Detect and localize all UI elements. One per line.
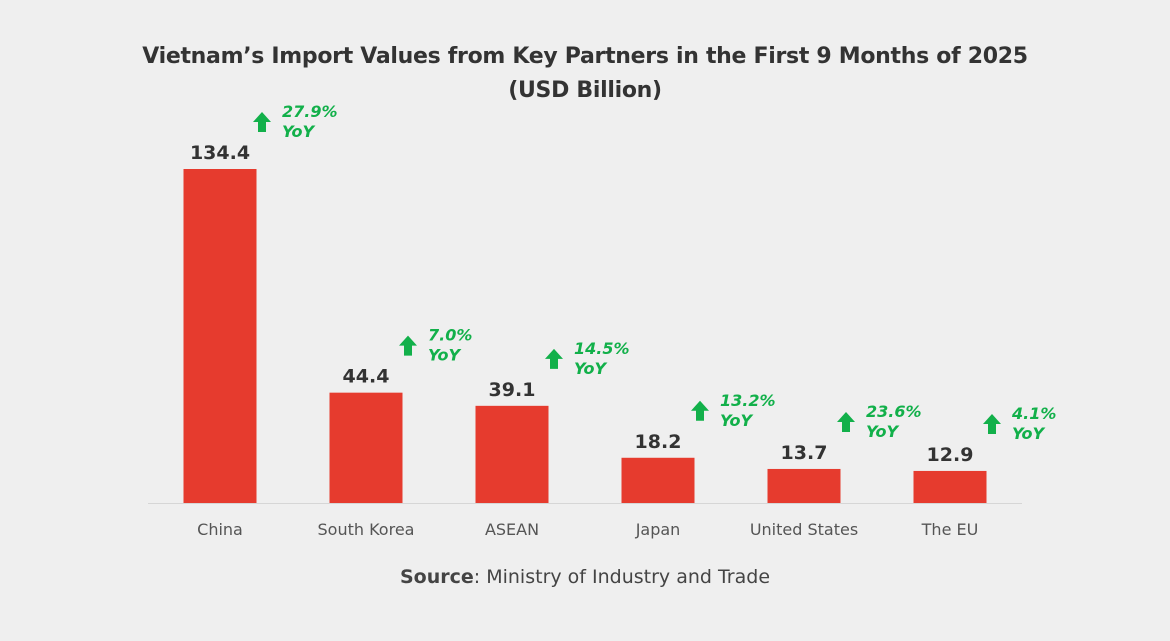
arrow-up-icon	[253, 112, 271, 132]
yoy-percent: 13.2%	[720, 391, 776, 410]
category-label: China	[197, 520, 243, 539]
bar-south-korea	[329, 392, 403, 503]
yoy-percent: 4.1%	[1011, 404, 1056, 423]
value-label: 44.4	[343, 366, 390, 388]
yoy-percent: 27.9%	[282, 102, 338, 121]
category-label: South Korea	[318, 520, 415, 539]
category-label: Japan	[635, 520, 681, 539]
chart-title-line1: Vietnam’s Import Values from Key Partner…	[142, 44, 1028, 69]
bar-the-eu	[913, 470, 987, 503]
yoy-suffix: YoY	[866, 422, 900, 441]
bar-japan	[621, 457, 695, 503]
arrow-up-icon	[983, 413, 1001, 434]
source-note: Source: Ministry of Industry and Trade	[0, 566, 1170, 588]
value-label: 13.7	[781, 442, 828, 464]
yoy-suffix: YoY	[574, 359, 608, 378]
category-label: The EU	[921, 520, 979, 539]
value-label: 134.4	[190, 142, 250, 164]
yoy-percent: 14.5%	[574, 339, 630, 358]
value-label: 18.2	[635, 431, 682, 453]
source-label: Source	[399, 566, 474, 588]
value-label: 12.9	[927, 444, 974, 466]
arrow-up-icon	[545, 348, 563, 369]
value-label: 39.1	[489, 379, 536, 401]
yoy-suffix: YoY	[282, 122, 316, 141]
source-text: : Ministry of Industry and Trade	[473, 566, 771, 588]
arrow-up-icon	[399, 335, 417, 356]
category-label: ASEAN	[485, 520, 539, 539]
yoy-suffix: YoY	[720, 411, 754, 430]
yoy-suffix: YoY	[428, 346, 462, 365]
category-label: United States	[750, 520, 858, 539]
arrow-up-icon	[837, 411, 855, 432]
bar-asean	[475, 405, 549, 503]
bar-united-states	[767, 468, 841, 503]
yoy-percent: 23.6%	[866, 402, 922, 421]
chart-title: Vietnam’s Import Values from Key Partner…	[0, 40, 1170, 108]
chart-title-line2: (USD Billion)	[508, 78, 662, 103]
bar-china	[183, 169, 257, 503]
yoy-percent: 7.0%	[428, 326, 472, 345]
yoy-suffix: YoY	[1012, 424, 1046, 443]
arrow-up-icon	[691, 400, 709, 421]
